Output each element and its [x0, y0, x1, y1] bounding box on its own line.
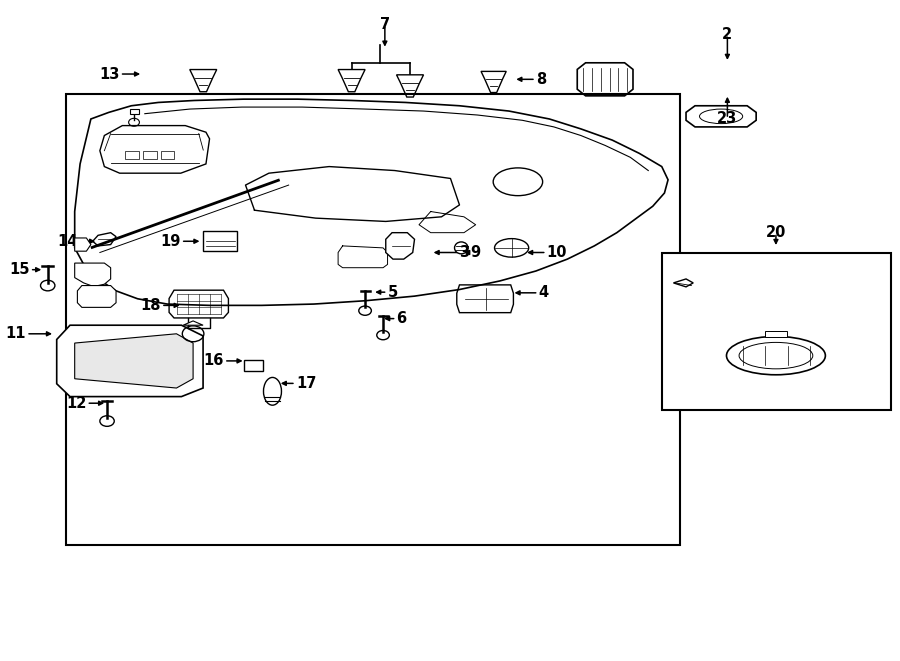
Text: 22: 22	[790, 278, 811, 293]
Polygon shape	[75, 334, 194, 388]
Bar	[143, 151, 157, 159]
Text: 7: 7	[380, 17, 390, 32]
Polygon shape	[75, 263, 111, 286]
Polygon shape	[100, 126, 210, 173]
Bar	[161, 151, 175, 159]
Text: 1: 1	[691, 292, 702, 306]
Text: 18: 18	[140, 298, 161, 313]
Text: 8: 8	[536, 72, 546, 87]
Text: 6: 6	[397, 311, 407, 326]
Text: 2: 2	[723, 27, 733, 42]
Bar	[130, 109, 139, 114]
Text: 19: 19	[160, 234, 181, 249]
Bar	[66, 94, 680, 545]
Text: 4: 4	[538, 286, 549, 300]
Text: 20: 20	[766, 225, 786, 240]
Text: 5: 5	[388, 285, 398, 299]
Text: 23: 23	[717, 112, 737, 126]
FancyBboxPatch shape	[244, 360, 264, 371]
Text: 16: 16	[203, 354, 224, 368]
Text: 21: 21	[828, 343, 849, 358]
Text: 14: 14	[57, 234, 77, 249]
Bar	[125, 151, 139, 159]
Polygon shape	[75, 99, 668, 305]
Text: 3: 3	[460, 245, 470, 260]
Text: 9: 9	[471, 245, 481, 260]
FancyBboxPatch shape	[203, 231, 238, 251]
Polygon shape	[57, 325, 203, 397]
Text: 11: 11	[5, 327, 26, 341]
Bar	[765, 330, 787, 337]
Polygon shape	[77, 286, 116, 307]
Text: 17: 17	[296, 376, 316, 391]
Bar	[662, 253, 891, 410]
Text: 15: 15	[9, 262, 30, 277]
Polygon shape	[183, 321, 203, 325]
Text: 12: 12	[66, 396, 86, 410]
Text: 13: 13	[99, 67, 120, 81]
Polygon shape	[386, 233, 415, 259]
Text: 10: 10	[546, 245, 567, 260]
Polygon shape	[75, 238, 91, 251]
